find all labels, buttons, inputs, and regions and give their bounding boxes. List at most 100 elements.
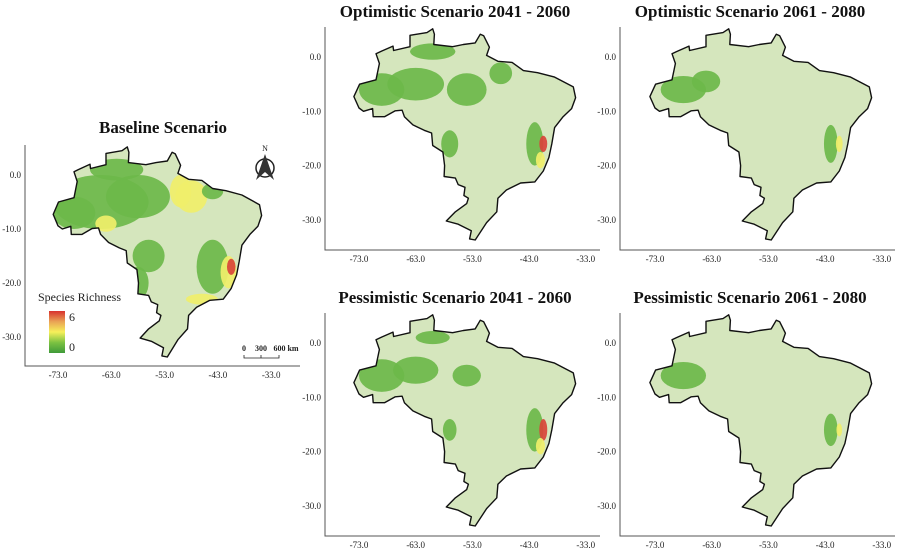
map-panel-opt-2061: Optimistic Scenario 2061 - 2080 -73.0 -63.… — [597, 2, 895, 264]
richness-patch-low — [132, 239, 165, 273]
y-tick-label: -20.0 — [302, 161, 321, 171]
x-tick-label: -53.0 — [759, 254, 778, 264]
y-tick-label: -20.0 — [2, 278, 21, 288]
richness-patch-low — [53, 196, 96, 230]
richness-patch-low — [823, 124, 838, 163]
x-tick-label: -53.0 — [155, 370, 174, 380]
x-tick-label: -73.0 — [350, 540, 369, 549]
y-tick-label: -10.0 — [302, 392, 321, 402]
richness-patch-low — [410, 43, 456, 60]
richness-patch-low — [387, 67, 445, 101]
brazil-outline — [52, 146, 263, 358]
richness-patch-low — [105, 175, 170, 219]
richness-patch-mid — [535, 438, 545, 455]
y-tick-label: -10.0 — [597, 106, 616, 116]
north-arrow-icon: N — [255, 144, 275, 180]
scale-bar-line — [243, 355, 280, 359]
x-tick-label: -33.0 — [872, 254, 891, 264]
y-tick-label: 0.0 — [605, 52, 617, 62]
brazil-land — [649, 314, 872, 526]
richness-patch-mid — [836, 423, 843, 437]
axis-lines — [24, 145, 300, 367]
x-tick-label: -53.0 — [463, 540, 482, 549]
legend-min-label: 0 — [69, 340, 75, 354]
richness-patch-high — [539, 135, 548, 153]
y-tick-label: -30.0 — [302, 215, 321, 225]
richness-patches — [660, 70, 843, 163]
richness-patch-low — [393, 356, 439, 384]
richness-patch-low — [201, 183, 224, 200]
panel-title: Pessimistic Scenario 2041 - 2060 — [338, 288, 571, 307]
legend-title: Species Richness — [38, 290, 121, 304]
richness-patch-mid — [185, 293, 218, 305]
scale-label: 300 — [255, 344, 267, 353]
y-tick-label: -30.0 — [597, 501, 616, 511]
y-tick-label: -10.0 — [2, 224, 21, 234]
richness-patch-high — [539, 419, 548, 441]
brazil-outline — [649, 314, 873, 527]
axis-lines — [324, 27, 600, 251]
scale-label: 600 km — [273, 344, 298, 353]
y-tick-label: -30.0 — [597, 215, 616, 225]
map-panel-pes-2041: Pessimistic Scenario 2041 - 2060 -73.0 -63… — [302, 288, 600, 549]
richness-patch-mid — [535, 152, 545, 169]
richness-patch-low — [489, 62, 513, 85]
y-tick-label: -20.0 — [597, 447, 616, 457]
richness-patch-low — [823, 413, 838, 447]
panel-title: Baseline Scenario — [99, 118, 227, 137]
x-tick-label: -43.0 — [816, 540, 835, 549]
axis-lines — [619, 313, 895, 537]
x-tick-label: -33.0 — [262, 370, 281, 380]
x-tick-label: -63.0 — [702, 540, 721, 549]
richness-patch-low — [89, 158, 144, 181]
brazil-outline — [353, 314, 577, 527]
x-tick-label: -63.0 — [406, 540, 425, 549]
x-tick-label: -73.0 — [646, 540, 665, 549]
y-tick-label: 0.0 — [310, 52, 322, 62]
scale-bar: 0 300 600 km — [242, 344, 299, 359]
species-richness-legend: Species Richness 6 0 — [38, 290, 121, 354]
richness-patch-low — [196, 239, 229, 294]
richness-patch-low — [452, 364, 481, 387]
brazil-outline — [353, 28, 577, 241]
legend-max-label: 6 — [69, 310, 75, 324]
richness-patch-mid — [835, 135, 843, 153]
richness-patch-high — [226, 258, 236, 275]
x-tick-label: -53.0 — [463, 254, 482, 264]
y-tick-label: -30.0 — [302, 501, 321, 511]
x-tick-label: -63.0 — [702, 254, 721, 264]
y-tick-label: 0.0 — [310, 338, 322, 348]
richness-patch-low — [442, 419, 457, 441]
brazil-outline — [649, 28, 873, 241]
richness-patch-mid — [169, 175, 192, 208]
x-tick-label: -33.0 — [872, 540, 891, 549]
x-tick-label: -63.0 — [406, 254, 425, 264]
map-panel-opt-2041: Optimistic Scenario 2041 - 2060 -73.0 -63.… — [302, 2, 600, 264]
richness-patch-low — [446, 73, 487, 106]
richness-patch-low — [691, 70, 721, 93]
x-tick-label: -33.0 — [576, 254, 595, 264]
brazil-land — [649, 28, 872, 240]
y-tick-label: -20.0 — [597, 161, 616, 171]
x-tick-label: -73.0 — [49, 370, 68, 380]
y-tick-label: -20.0 — [302, 447, 321, 457]
axis-lines — [619, 27, 895, 251]
richness-patch-low — [660, 362, 707, 390]
y-tick-label: 0.0 — [605, 338, 617, 348]
x-tick-label: -33.0 — [576, 540, 595, 549]
x-tick-label: -43.0 — [816, 254, 835, 264]
north-label: N — [262, 144, 268, 153]
x-tick-label: -73.0 — [646, 254, 665, 264]
map-panel-pes-2061: Pessimistic Scenario 2061 - 2080 -73.0 -63… — [597, 288, 895, 549]
y-tick-label: -30.0 — [2, 332, 21, 342]
y-tick-label: -10.0 — [302, 106, 321, 116]
x-tick-label: -73.0 — [350, 254, 369, 264]
north-arrow-shape — [256, 154, 274, 180]
x-tick-label: -43.0 — [520, 254, 539, 264]
y-tick-label: 0.0 — [10, 170, 22, 180]
richness-patches — [660, 362, 843, 447]
richness-patches — [53, 158, 237, 305]
richness-patch-low — [441, 130, 459, 158]
y-tick-label: -10.0 — [597, 392, 616, 402]
